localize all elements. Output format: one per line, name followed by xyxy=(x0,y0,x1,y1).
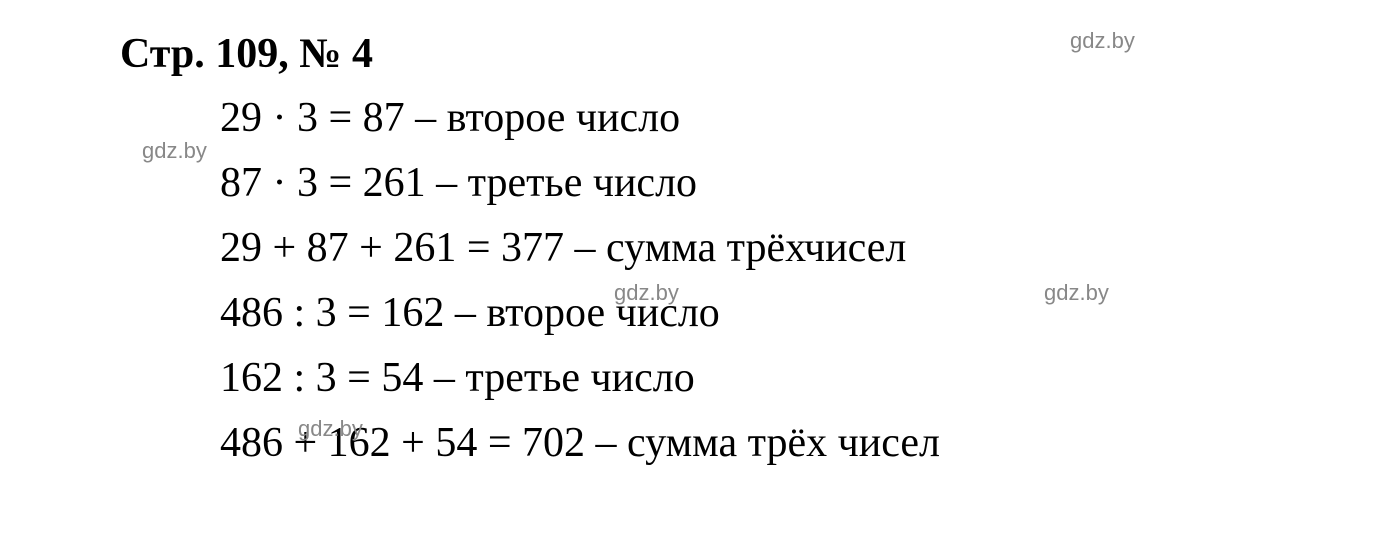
page-title: Стр. 109, № 4 xyxy=(120,30,1364,78)
math-line: 29 · 3 = 87 – второе число xyxy=(220,86,1364,151)
math-line: 162 : 3 = 54 – третье число xyxy=(220,346,1364,411)
math-line: 486 : 3 = 162 – второе число xyxy=(220,281,1364,346)
math-line: 87 · 3 = 261 – третье число xyxy=(220,151,1364,216)
math-line: 486 + 162 + 54 = 702 – сумма трёх чисел xyxy=(220,411,1364,476)
math-line: 29 + 87 + 261 = 377 – сумма трёхчисел xyxy=(220,216,1364,281)
page-content: Стр. 109, № 4 29 · 3 = 87 – второе число… xyxy=(0,0,1384,497)
